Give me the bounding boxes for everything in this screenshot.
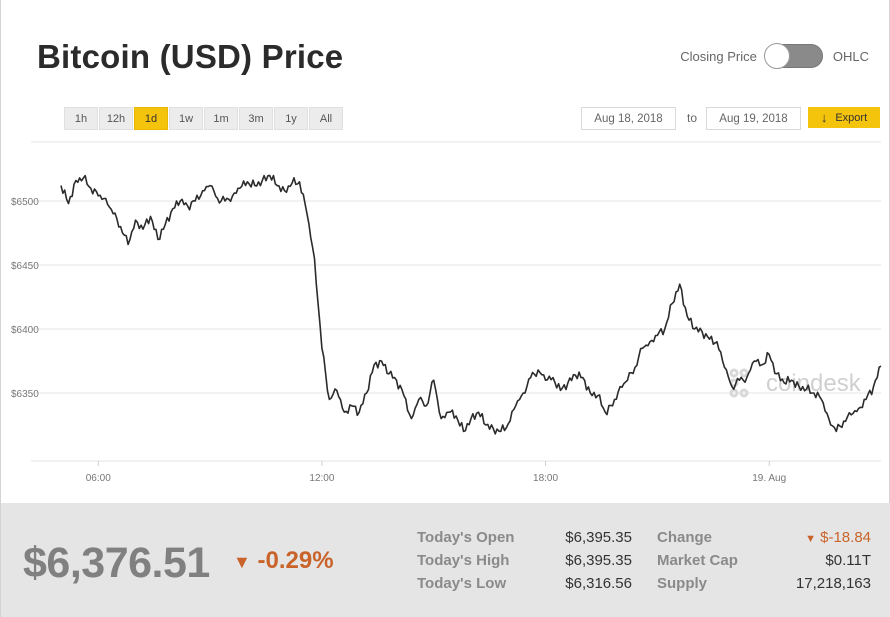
time-range-selector: 1h 12h 1d 1w 1m 3m 1y All (64, 107, 343, 130)
range-button[interactable]: 1m (204, 107, 238, 130)
date-to-label: to (687, 111, 698, 125)
range-button[interactable]: 1y (274, 107, 308, 130)
todays-open-value: $6,395.35 (565, 529, 632, 546)
download-arrow-icon: ↓ (820, 110, 828, 125)
x-tick-label: 06:00 (86, 473, 111, 484)
change-value-text: $-18.84 (820, 529, 871, 546)
market-cap-label: Market Cap (657, 552, 738, 569)
y-tick-label: $6450 (11, 261, 39, 272)
y-tick-label: $6350 (11, 389, 39, 400)
range-button[interactable]: 1h (64, 107, 98, 130)
current-price: $6,376.51 (23, 539, 210, 587)
coindesk-logo-icon (729, 368, 749, 398)
supply-label: Supply (657, 575, 708, 592)
todays-low-value: $6,316.56 (565, 575, 632, 592)
date-from-input[interactable]: Aug 18, 2018 (581, 107, 676, 130)
down-triangle-icon: ▼ (233, 552, 251, 572)
toggle-right-label: OHLC (832, 48, 869, 64)
price-series-line (60, 174, 882, 435)
range-button[interactable]: 1w (169, 107, 203, 130)
x-tick-label: 12:00 (309, 473, 334, 484)
toggle-left-label: Closing Price (680, 48, 757, 64)
percent-change: ▼ -0.29% (233, 547, 334, 575)
page-title: Bitcoin (USD) Price (37, 38, 344, 75)
y-tick-label: $6500 (11, 197, 39, 208)
range-button[interactable]: 12h (99, 107, 133, 130)
toggle-knob[interactable] (763, 43, 790, 69)
x-axis: 06:00 12:00 18:00 19. Aug (86, 461, 786, 484)
y-axis: $6350 $6400 $6450 $6500 (11, 197, 39, 400)
date-to-input[interactable]: Aug 19, 2018 (706, 107, 801, 130)
percent-change-value: -0.29% (257, 547, 334, 574)
range-button-active[interactable]: 1d (134, 107, 168, 130)
down-triangle-icon: ▼ (805, 533, 816, 545)
todays-low-label: Today's Low (417, 575, 507, 592)
price-type-toggle-group: Closing Price OHLC (680, 43, 869, 69)
change-value: ▼ $-18.84 (761, 529, 871, 546)
summary-panel: $6,376.51 ▼ -0.29% Today's Open Today's … (1, 503, 890, 617)
range-button[interactable]: All (309, 107, 343, 130)
price-type-toggle[interactable] (763, 43, 823, 69)
todays-open-label: Today's Open (417, 529, 515, 546)
supply-value: 17,218,163 (795, 575, 871, 592)
todays-high-label: Today's High (417, 552, 510, 569)
y-tick-label: $6400 (11, 325, 39, 336)
range-button[interactable]: 3m (239, 107, 273, 130)
price-chart: coindesk $6350$6400$6450$6500 06:00 12:00… (11, 141, 882, 484)
todays-high-value: $6,395.35 (565, 552, 632, 569)
chart-grid (31, 141, 881, 462)
x-tick-label: 19. Aug (752, 473, 786, 484)
x-tick-label: 18:00 (533, 473, 558, 484)
change-label: Change (657, 529, 713, 546)
market-cap-value: $0.11T (825, 552, 871, 569)
export-button[interactable]: ↓ Export (808, 107, 880, 128)
export-label: Export (835, 111, 868, 124)
